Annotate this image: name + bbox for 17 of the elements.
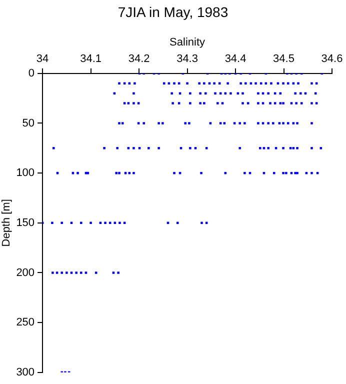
- x-tick-label: 34.5: [273, 52, 294, 65]
- x-tick-label: 34.4: [224, 52, 246, 65]
- x-tick-label: 34.6: [321, 52, 343, 65]
- y-axis-title: Depth [m]: [0, 199, 13, 247]
- y-tick-label: 200: [16, 266, 35, 279]
- y-tick-label: 100: [16, 167, 35, 180]
- y-tick-label: 150: [16, 216, 35, 229]
- x-tick-label: 34: [36, 52, 49, 65]
- x-tick-label: 34.3: [176, 52, 198, 65]
- x-tick-label: 34.2: [128, 52, 150, 65]
- y-tick-label: 250: [16, 316, 35, 329]
- y-tick-label: 0: [28, 67, 35, 80]
- y-tick-label: 300: [16, 366, 35, 378]
- x-axis-title: Salinity: [170, 36, 206, 49]
- y-tick-label: 50: [22, 117, 35, 130]
- x-tick-label: 34.1: [80, 52, 102, 65]
- chart-title: 7JIA in May, 1983: [116, 4, 230, 20]
